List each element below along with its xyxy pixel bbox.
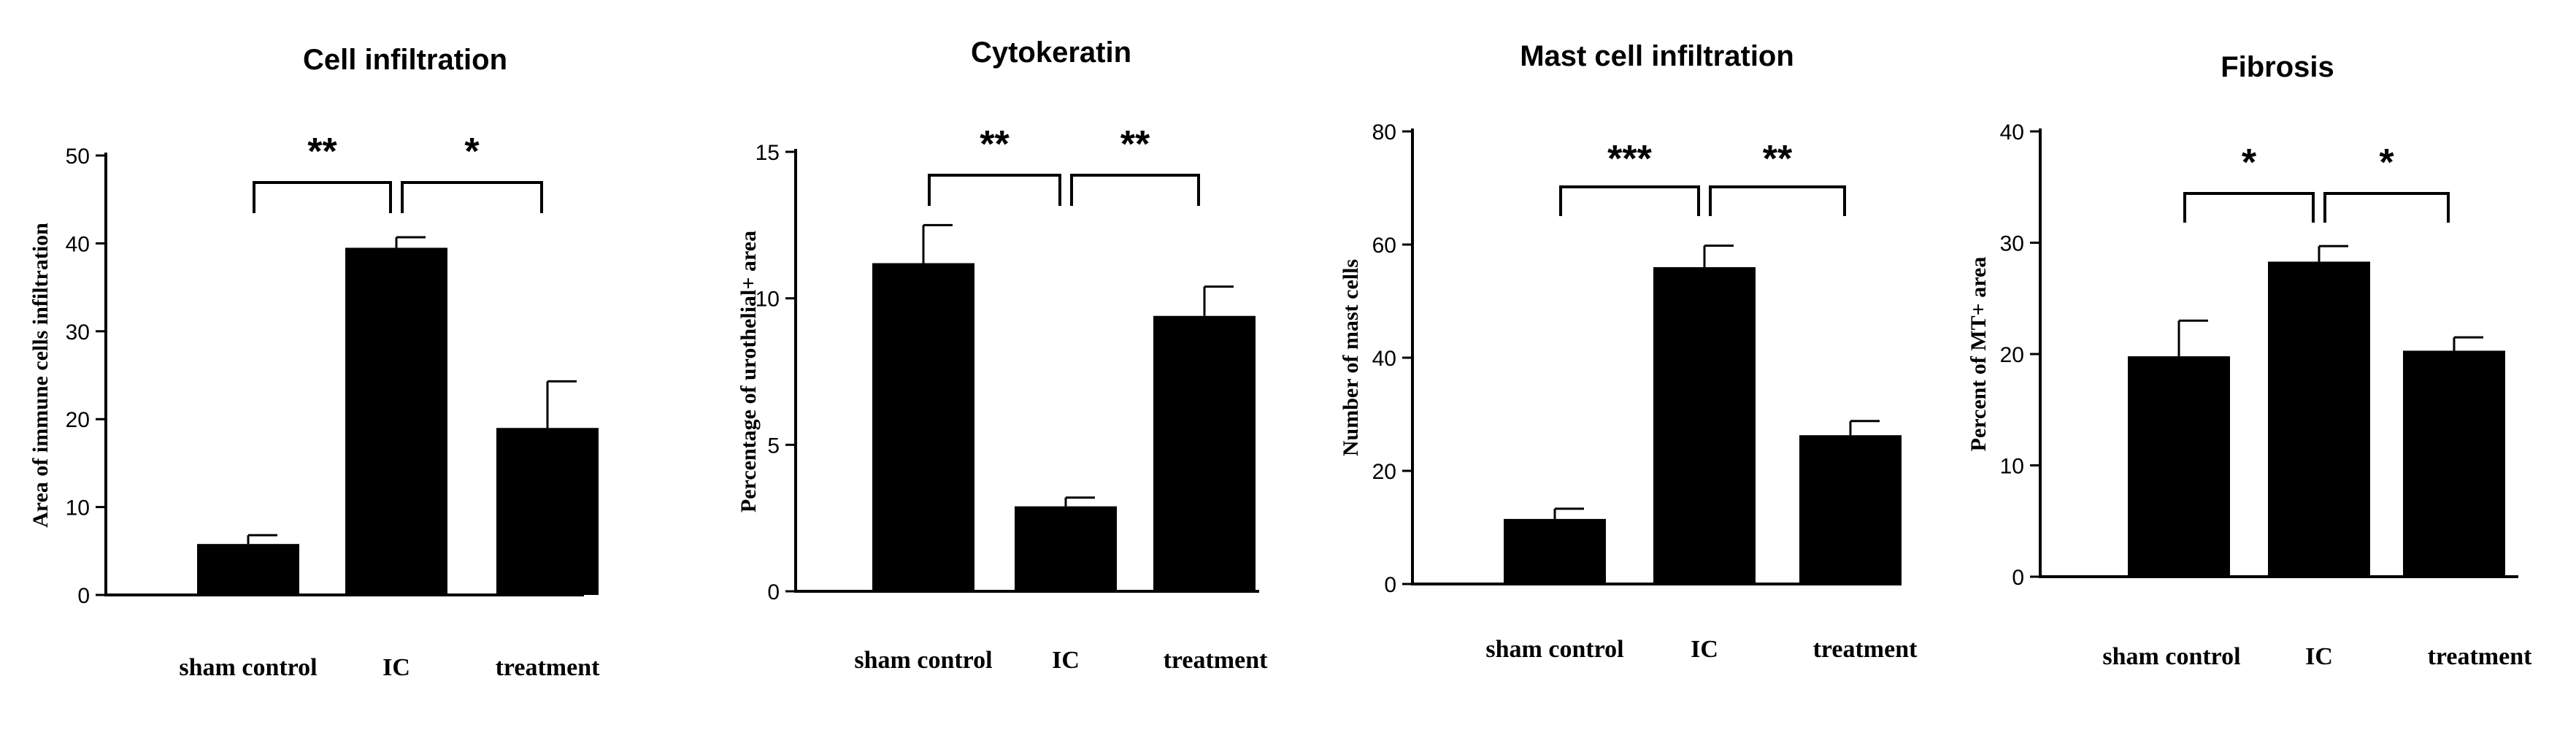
x-tick-label: IC (1691, 636, 1718, 663)
significance-bracket (253, 181, 392, 213)
y-tick-label: 15 (756, 141, 780, 165)
significance-label: ** (307, 131, 337, 173)
significance-label: *** (1607, 138, 1652, 180)
chart-panel-3: Mast cell infiltration 0 20 40 60 80 Number of… (1339, 40, 1918, 663)
bar-ic (345, 247, 447, 595)
bar-ic (1015, 506, 1117, 591)
y-tick-label: 20 (1372, 460, 1396, 484)
y-tick-label: 10 (756, 288, 780, 312)
bar-treatment (1153, 315, 1256, 591)
y-tick-label: 40 (66, 232, 90, 256)
x-tick-label: treatment (496, 654, 601, 681)
significance-label: ** (980, 123, 1010, 166)
y-axis-label: Percent of MT+ area (1966, 257, 1991, 452)
x-tick-label: sham control (179, 654, 317, 681)
y-tick-label: 60 (1372, 234, 1396, 258)
x-tick-label: treatment (1164, 647, 1269, 674)
y-tick-label: 10 (66, 496, 90, 520)
x-tick-label: sham control (854, 647, 992, 674)
bar-treatment (2403, 350, 2505, 577)
bar-sham-control (2128, 356, 2230, 577)
x-tick-label: sham control (1485, 636, 1623, 663)
significance-label: * (2242, 142, 2257, 184)
y-axis-label: Percentage of urothelial+ area (737, 231, 761, 512)
significance-label: ** (1120, 123, 1150, 166)
y-tick-label: 40 (1372, 347, 1396, 371)
y-tick-label: 0 (2012, 566, 2024, 590)
y-tick-label: 30 (66, 320, 90, 345)
bar-sham-control (197, 544, 299, 595)
significance-bracket (2323, 192, 2450, 223)
chart-panel-1: Cell infiltration 0 10 20 30 40 50 Area of immu… (28, 44, 600, 681)
y-tick-label: 30 (2000, 232, 2024, 256)
x-tick-label: IC (1052, 647, 1080, 674)
chart-title: Cell infiltration (303, 44, 507, 76)
significance-label: * (2379, 142, 2394, 184)
y-tick-label: 20 (66, 408, 90, 432)
bar-treatment (496, 428, 599, 595)
significance-bracket (928, 174, 1061, 206)
y-tick-label: 10 (2000, 455, 2024, 479)
y-tick-label: 40 (2000, 120, 2024, 145)
bar-ic (2268, 261, 2370, 577)
y-tick-label: 0 (767, 580, 780, 604)
significance-bracket (1559, 185, 1700, 216)
y-tick-label: 80 (1372, 120, 1396, 145)
y-tick-label: 0 (77, 584, 90, 608)
bar-sham-control (872, 263, 974, 591)
significance-label: ** (1763, 138, 1793, 180)
significance-label: * (464, 131, 480, 173)
bar-treatment (1799, 435, 1902, 584)
x-tick-label: IC (382, 654, 410, 681)
chart-panel-4: Fibrosis 0 10 20 30 40 Percent of MT+ area sham… (1966, 51, 2532, 670)
bar-sham-control (1504, 518, 1606, 584)
y-tick-label: 0 (1384, 573, 1396, 597)
x-tick-label: treatment (2428, 643, 2533, 670)
y-axis-label: Number of mast cells (1339, 259, 1363, 456)
significance-bracket (1709, 185, 1846, 216)
significance-bracket (401, 181, 543, 213)
y-tick-label: 50 (66, 145, 90, 169)
x-tick-label: sham control (2102, 643, 2240, 670)
significance-bracket (2183, 192, 2315, 223)
significance-bracket (1070, 174, 1200, 206)
y-tick-label: 20 (2000, 343, 2024, 367)
x-tick-label: treatment (1813, 636, 1918, 663)
y-tick-label: 5 (767, 434, 780, 458)
chart-title: Mast cell infiltration (1520, 40, 1794, 72)
chart-panel-2: Cytokeratin 0 5 10 15 Percentage of urothelia… (737, 36, 1268, 674)
y-axis-label: Area of immune cells infiltration (28, 223, 53, 528)
chart-title: Fibrosis (2221, 51, 2334, 83)
x-tick-label: IC (2305, 643, 2333, 670)
chart-title: Cytokeratin (971, 36, 1131, 69)
bar-ic (1653, 267, 1756, 584)
